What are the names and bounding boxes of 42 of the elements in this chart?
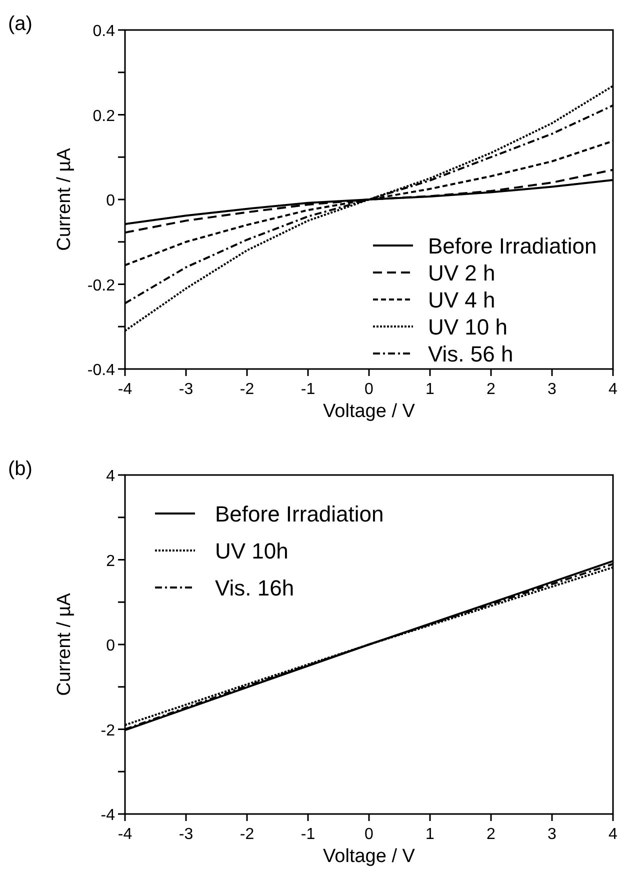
y-tick-label: -0.4 — [87, 362, 116, 379]
x-tick-label: -2 — [240, 826, 254, 843]
legend-label: Vis. 16h — [215, 576, 294, 600]
x-tick-label: 2 — [486, 381, 496, 398]
legend-label: Before Irradiation — [428, 234, 597, 258]
y-tick-label: 0 — [106, 192, 116, 210]
y-tick-label: 0.4 — [92, 23, 116, 40]
legend-label: Vis. 56 h — [428, 342, 514, 366]
x-tick-label: 4 — [608, 826, 618, 843]
x-axis-title: Voltage / V — [323, 401, 416, 422]
x-tick-label: 1 — [426, 381, 435, 398]
x-axis-title: Voltage / V — [323, 846, 416, 867]
x-tick-label: 0 — [364, 381, 374, 398]
chart-title: (a) — [8, 13, 32, 35]
x-tick-label: 3 — [548, 826, 557, 843]
x-tick-label: -4 — [118, 826, 132, 843]
legend-label: UV 2 h — [428, 260, 496, 286]
x-tick-label: 2 — [486, 826, 496, 843]
legend-label: UV 10h — [215, 538, 288, 564]
y-tick-label: 0.2 — [92, 108, 116, 125]
y-axis-title: Current / µA — [54, 592, 75, 696]
y-tick-label: -0.2 — [87, 277, 116, 294]
legend-label: UV 4 h — [428, 288, 496, 312]
y-tick-label: 4 — [106, 468, 116, 485]
legend-label: UV 10 h — [428, 314, 508, 340]
x-tick-label: 1 — [426, 826, 435, 843]
x-tick-label: -3 — [178, 826, 194, 843]
x-tick-label: -2 — [240, 381, 254, 398]
x-tick-label: 3 — [548, 381, 557, 398]
y-tick-label: -4 — [100, 807, 116, 824]
x-tick-label: -4 — [118, 381, 132, 398]
y-tick-label: -2 — [100, 722, 116, 740]
y-tick-label: 0 — [106, 638, 116, 654]
y-axis-title: Current / µA — [54, 148, 75, 251]
legend-label: Before Irradiation — [215, 502, 384, 526]
x-tick-label: 4 — [608, 381, 618, 398]
x-tick-label: -3 — [178, 381, 194, 398]
chart-title: (b) — [8, 458, 32, 480]
x-tick-label: 0 — [364, 826, 374, 843]
x-tick-label: -1 — [300, 826, 316, 843]
y-tick-label: 2 — [106, 552, 116, 570]
x-tick-label: -1 — [300, 381, 316, 398]
